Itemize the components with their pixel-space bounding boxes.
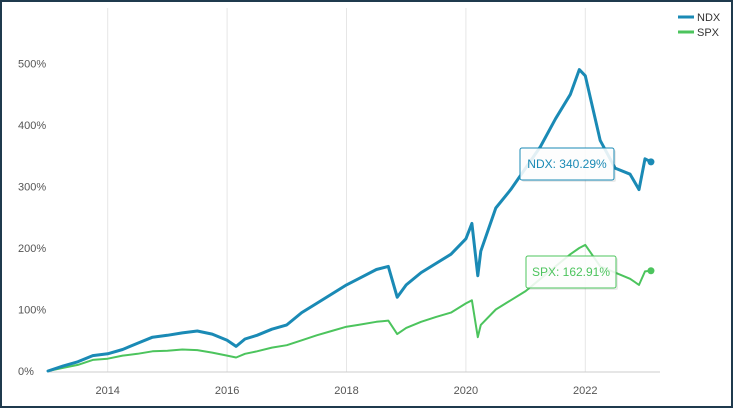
ndx-tooltip-box: [519, 147, 615, 181]
chart-legend[interactable]: NDX SPX: [678, 12, 721, 39]
spx-tooltip-box: [525, 255, 617, 289]
x-tick-label: 2016: [215, 385, 239, 397]
y-tick-label: 100%: [18, 305, 46, 317]
x-tick-label: 2022: [573, 385, 597, 397]
ndx-tooltip-label: NDX: 340.29%: [527, 157, 607, 171]
y-axis-ticks: 0% 100% 200% 300% 400% 500%: [18, 59, 46, 379]
y-tick-label: 200%: [18, 243, 46, 255]
ndx-end-point: [647, 158, 655, 166]
spx-tooltip-label: SPX: 162.91%: [532, 265, 610, 279]
y-tick-label: 500%: [18, 59, 46, 71]
x-tick-label: 2014: [95, 385, 119, 397]
y-tick-label: 0%: [18, 366, 34, 378]
y-tick-label: 400%: [18, 120, 46, 132]
x-axis-ticks: 2014 2016 2018 2020 2022: [95, 385, 597, 397]
spx-end-point: [647, 267, 655, 275]
spx-legend-label[interactable]: SPX: [697, 27, 720, 39]
series-lines: [46, 68, 655, 373]
spx-line: [47, 243, 652, 372]
value-tooltips: NDX: 340.29% SPX: 162.91%: [519, 147, 618, 290]
ndx-line: [46, 68, 653, 373]
x-tick-label: 2018: [334, 385, 358, 397]
ndx-legend-label[interactable]: NDX: [697, 12, 721, 24]
chart-grid: [48, 8, 660, 373]
x-tick-label: 2020: [454, 385, 478, 397]
y-tick-label: 300%: [18, 182, 46, 194]
